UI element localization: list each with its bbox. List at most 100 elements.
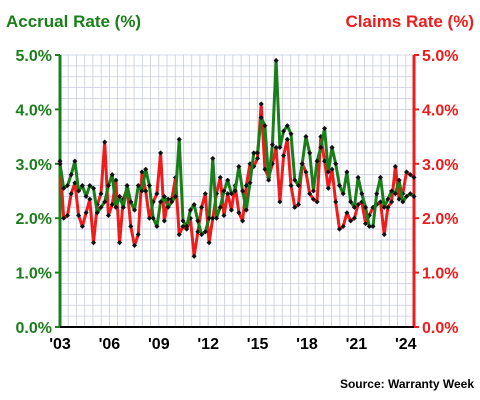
accrual-rate-point — [232, 188, 238, 194]
accrual-rate-point — [90, 185, 97, 191]
accrual-rate-point — [105, 183, 111, 189]
accrual-rate-point — [165, 204, 171, 210]
claims-rate-point — [206, 240, 212, 246]
accrual-rate-point — [195, 218, 201, 224]
right-y-tick-label: 4.0% — [422, 102, 458, 119]
x-tick-label: '09 — [148, 336, 170, 353]
accrual-rate-point — [363, 204, 369, 210]
claims-rate-point — [221, 212, 227, 219]
accrual-rate-point — [79, 183, 85, 189]
left-y-tick-label: 5.0% — [16, 48, 52, 65]
claims-rate-point — [236, 210, 242, 216]
claims-rate-point — [105, 212, 111, 219]
accrual-rate-point — [83, 193, 89, 199]
accrual-rate-point — [240, 188, 246, 194]
claims-rate-point — [240, 218, 246, 224]
right-y-tick-label: 5.0% — [422, 48, 458, 65]
claims-rate-point — [128, 223, 134, 229]
accrual-rate-point — [187, 207, 193, 213]
source-note: Source: Warranty Week — [340, 377, 474, 391]
claims-rate-point — [90, 240, 97, 246]
claims-rate-point — [161, 218, 167, 224]
accrual-rate-point — [139, 188, 145, 194]
accrual-rate-point — [307, 150, 313, 156]
accrual-rate-point — [146, 183, 152, 189]
x-tick-label: '03 — [49, 336, 71, 353]
accrual-rate-point — [228, 191, 234, 197]
accrual-rate-point — [277, 144, 283, 151]
claims-rate-point — [281, 153, 287, 159]
claims-rate-point — [344, 210, 350, 216]
left-y-tick-label: 4.0% — [16, 102, 52, 119]
accrual-rate-point — [150, 215, 156, 221]
accrual-rate-point — [128, 199, 134, 205]
accrual-rate-point — [310, 188, 316, 194]
accrual-rate-point — [206, 215, 212, 221]
accrual-rate-point — [161, 193, 167, 199]
claims-rate-point — [83, 210, 89, 216]
claims-rate-point — [199, 204, 205, 210]
claims-rate-point — [191, 253, 197, 259]
accrual-rate-point — [113, 204, 119, 210]
claims-rate-point — [143, 188, 149, 194]
accrual-rate-point — [180, 218, 186, 224]
x-tick-label: '21 — [346, 336, 368, 353]
claims-rate-point — [392, 163, 398, 170]
accrual-rate-point — [131, 207, 138, 213]
accrual-rate-point — [102, 199, 108, 205]
claims-rate-point — [210, 215, 216, 221]
accrual-rate-point — [351, 204, 357, 210]
claims-rate-point — [113, 177, 119, 183]
accrual-rate-point — [318, 144, 324, 151]
accrual-rate-point — [322, 125, 328, 131]
claims-rate-line — [58, 102, 415, 258]
right-y-tick-labels: 0.0% 1.0% 2.0% 3.0% 4.0% 5.0% — [422, 48, 458, 337]
right-y-tick-label: 2.0% — [422, 211, 458, 228]
accrual-rate-point — [392, 191, 398, 197]
accrual-rate-point — [404, 193, 410, 199]
x-tick-labels: '03 '06 '09 '12 '15 '18 '21 '24 — [49, 336, 416, 353]
claims-rate-point — [202, 191, 208, 197]
accrual-rate-point — [72, 158, 78, 164]
claims-rate-point — [117, 240, 123, 246]
left-y-tick-labels: 0.0% 1.0% 2.0% 3.0% 4.0% 5.0% — [16, 48, 52, 337]
x-tick-label: '06 — [99, 336, 121, 353]
accrual-rate-point — [217, 204, 223, 210]
accrual-rate-point — [154, 223, 160, 229]
claims-rate-point — [68, 191, 74, 197]
accrual-rate-point — [314, 158, 320, 164]
accrual-rate-point — [377, 174, 384, 180]
accrual-rate-point — [109, 172, 115, 178]
accrual-rate-point — [94, 210, 100, 216]
accrual-rate-point — [124, 183, 130, 189]
claims-rate-point — [303, 169, 309, 175]
x-tick-label: '12 — [197, 336, 219, 353]
accrual-rate-point — [370, 223, 376, 229]
accrual-rate-point — [243, 207, 249, 213]
claims-rate-point — [348, 218, 354, 224]
accrual-rate-point — [191, 202, 197, 208]
accrual-rate-point — [292, 177, 298, 183]
claims-rate-point — [102, 139, 108, 145]
claims-rate-point — [131, 242, 138, 248]
claims-rate-point — [310, 196, 316, 202]
claims-rate-point — [363, 221, 369, 227]
claims-rate-point — [135, 231, 141, 238]
accrual-rate-point — [158, 199, 164, 205]
axes — [55, 54, 419, 328]
accrual-rate-point — [251, 150, 257, 156]
accrual-rate-point — [143, 166, 149, 172]
claims-rate-point — [396, 196, 402, 202]
right-y-tick-label: 1.0% — [422, 266, 458, 283]
accrual-rate-point — [184, 223, 190, 229]
right-axis-title: Claims Rate (%) — [346, 12, 474, 31]
accrual-rate-point — [135, 183, 141, 189]
accrual-rate-point — [281, 128, 287, 134]
left-y-tick-label: 3.0% — [16, 157, 52, 174]
accrual-rate-point — [117, 193, 123, 199]
claims-rate-point — [381, 231, 387, 238]
claims-rate-point — [277, 199, 283, 205]
claims-rate-point — [139, 169, 145, 175]
claims-rate-point — [184, 226, 190, 232]
